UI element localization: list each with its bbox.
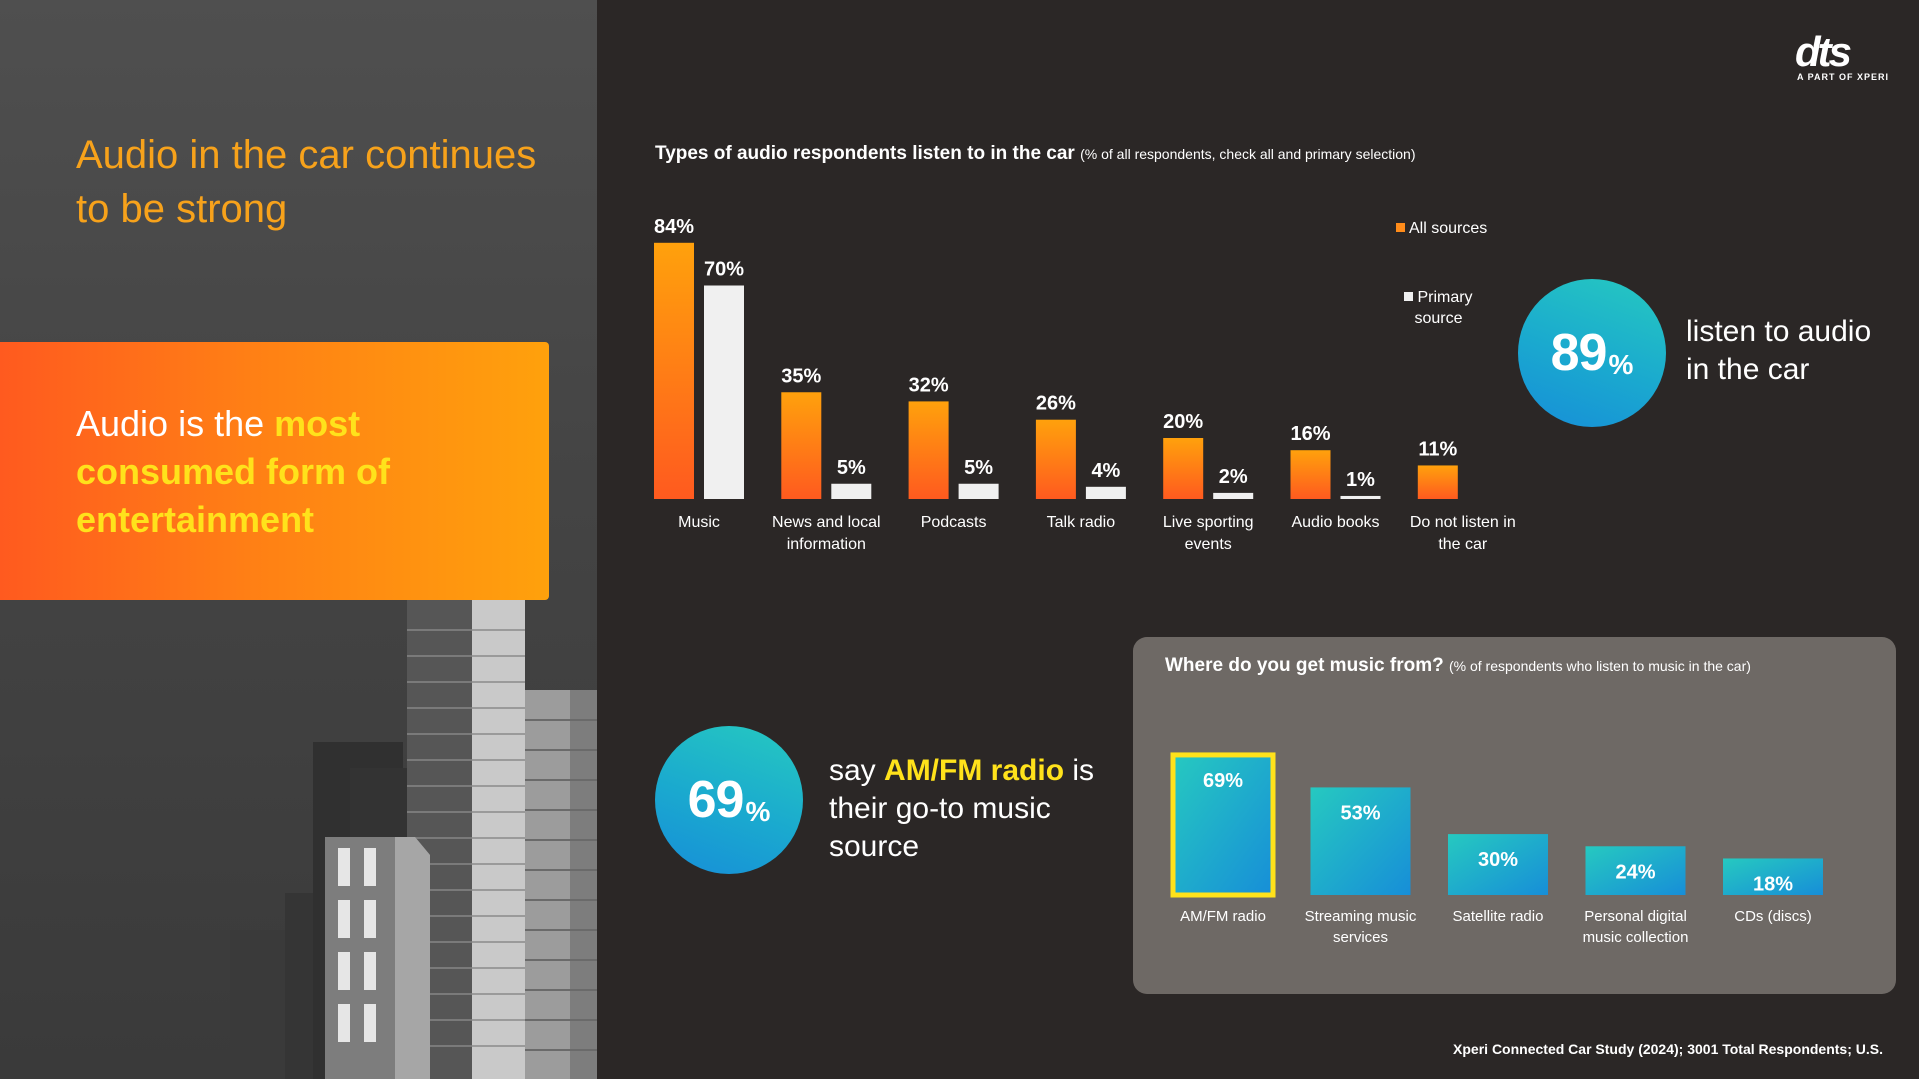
music-data-label-2: 30%	[1478, 849, 1518, 871]
dts-logo: dts A PART OF XPERI	[1795, 28, 1890, 84]
category-label-4: Live sporting events	[1163, 514, 1254, 553]
highlight-text-pre: Audio is the	[76, 403, 275, 444]
audio-chart-title-text: Types of audio respondents listen to in …	[655, 143, 1075, 164]
legend-all-sources: All sources	[1396, 218, 1487, 239]
bar-all-0	[654, 242, 694, 500]
stat-69-pre: say	[829, 754, 885, 787]
category-label-6: Do not listen in the car	[1410, 514, 1516, 553]
data-label-primary-4: 2%	[1219, 466, 1248, 488]
music-source-card: Where do you get music from? (% of respo…	[1133, 637, 1896, 994]
music-data-label-4: 18%	[1753, 873, 1793, 895]
bar-primary-3	[1085, 486, 1126, 499]
page-title: Audio in the car continues to be strong	[76, 133, 537, 231]
data-label-all-0: 84%	[654, 216, 694, 238]
stat-69-emphasis: AM/FM radio	[884, 754, 1065, 787]
music-bar-1	[1310, 787, 1411, 895]
stat-69-unit: %	[745, 796, 771, 827]
stat-69-text: say AM/FM radio is their go-to music sou…	[829, 752, 1119, 866]
category-label-3: Talk radio	[1047, 514, 1116, 531]
source-footnote: Xperi Connected Car Study (2024); 3001 T…	[1453, 1041, 1883, 1057]
music-bar-0	[1170, 752, 1276, 898]
bar-all-2	[908, 401, 949, 499]
stat-69-circle: 69%	[655, 726, 803, 874]
legend-primary-label: Primary source	[1414, 289, 1473, 327]
legend-primary-source: Primary source	[1396, 287, 1481, 329]
data-label-all-1: 35%	[781, 365, 821, 387]
stat-69-number: 69	[687, 771, 745, 829]
bar-primary-2	[958, 483, 999, 499]
audio-types-chart: 84% 70% Music 35% 5% News and local informatio…	[654, 216, 1516, 553]
data-label-all-2: 32%	[909, 374, 949, 396]
bar-primary-1	[831, 483, 872, 499]
highlight-card: Audio is the most consumed form of enter…	[0, 342, 549, 600]
music-category-label-3: Personal digital music collection	[1583, 908, 1689, 946]
bar-all-3	[1035, 419, 1076, 499]
music-data-label-1: 53%	[1340, 802, 1380, 824]
audio-chart-subtitle: (% of all respondents, check all and pri…	[1080, 146, 1416, 162]
audio-chart-title: Types of audio respondents listen to in …	[655, 143, 1416, 165]
legend-swatch-orange	[1396, 223, 1405, 232]
music-category-label-2: Satellite radio	[1453, 908, 1544, 925]
data-label-primary-2: 5%	[964, 457, 993, 479]
category-label-1: News and local information	[772, 514, 881, 553]
data-label-primary-1: 5%	[837, 457, 866, 479]
music-category-label-1: Streaming music services	[1305, 908, 1417, 946]
category-label-5: Audio books	[1291, 514, 1379, 531]
music-sources-chart: 69% AM/FM radio 53% Streaming music services…	[1170, 752, 1823, 946]
data-label-primary-3: 4%	[1091, 460, 1120, 482]
music-bar-4	[1723, 858, 1823, 895]
data-label-all-6: 11%	[1418, 438, 1457, 460]
stat-89-circle: 89%	[1518, 279, 1666, 427]
logo-mark: dts	[1795, 28, 1852, 75]
stat-89-unit: %	[1608, 349, 1634, 380]
music-category-label-0: AM/FM radio	[1180, 908, 1266, 925]
logo-subtitle: A PART OF XPERI	[1797, 72, 1890, 82]
data-label-all-4: 20%	[1163, 411, 1203, 433]
legend-swatch-white	[1404, 292, 1414, 301]
bar-all-6	[1417, 465, 1458, 499]
legend-all-label: All sources	[1409, 220, 1488, 237]
music-category-label-4: CDs (discs)	[1734, 908, 1812, 925]
music-bar-3	[1585, 846, 1686, 895]
bar-all-5	[1290, 450, 1331, 499]
data-label-all-5: 16%	[1290, 423, 1330, 445]
category-label-0: Music	[678, 514, 720, 531]
highlight-text-emphasis: most consumed form of entertainment	[76, 403, 391, 540]
bar-all-4	[1163, 438, 1204, 499]
music-chart-title-text: Where do you get music from?	[1165, 655, 1444, 676]
music-chart-title: Where do you get music from? (% of respo…	[1165, 655, 1751, 677]
highlight-text: Audio is the most consumed form of enter…	[76, 400, 516, 544]
data-label-primary-5: 1%	[1346, 469, 1375, 491]
bar-all-1	[781, 392, 822, 499]
data-label-primary-0: 70%	[704, 259, 744, 281]
stat-89-number: 89	[1550, 324, 1608, 382]
bar-primary-5	[1340, 495, 1381, 499]
music-chart-subtitle: (% of respondents who listen to music in…	[1448, 658, 1751, 674]
stat-89-text: listen to audio in the car	[1686, 315, 1872, 386]
bar-primary-4	[1213, 492, 1254, 499]
music-data-label-3: 24%	[1615, 861, 1655, 883]
bar-primary-0	[704, 285, 744, 499]
stat-69-post: is their go-to music source	[829, 754, 1095, 863]
city-skyline-illustration	[230, 600, 597, 1079]
music-data-label-0: 69%	[1203, 770, 1243, 792]
music-bar-2	[1448, 834, 1548, 895]
category-label-2: Podcasts	[921, 514, 987, 531]
data-label-all-3: 26%	[1036, 393, 1076, 415]
